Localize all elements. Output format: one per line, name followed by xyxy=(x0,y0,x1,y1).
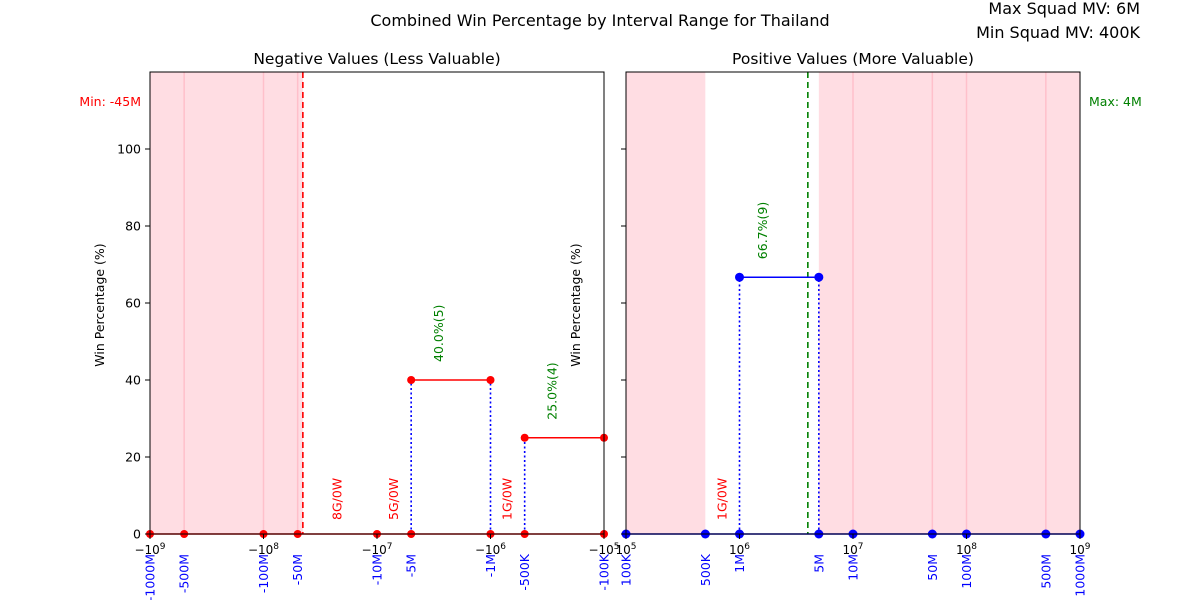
games-wins-annotation: 8G/0W xyxy=(329,478,344,520)
games-wins-annotation: 5G/0W xyxy=(386,478,401,520)
interval-label: -500M xyxy=(177,554,192,593)
interval-label: -50M xyxy=(290,554,305,585)
win-percentage-annotation: 66.7%(9) xyxy=(755,202,770,259)
y-tick-label: 20 xyxy=(125,450,141,465)
data-point xyxy=(735,272,744,282)
shaded-out-of-range-region xyxy=(818,72,1080,534)
max-squad-mv-label: Max Squad MV: 6M xyxy=(988,0,1140,18)
panel-title: Positive Values (More Valuable) xyxy=(732,50,974,68)
y-axis-label: Win Percentage (%) xyxy=(92,243,107,366)
reference-line-label: Max: 4M xyxy=(1089,94,1142,109)
interval-label: -100K xyxy=(597,553,612,590)
interval-label: 100K xyxy=(619,553,634,586)
games-wins-annotation: 1G/0W xyxy=(500,478,515,520)
interval-label: 1M xyxy=(732,554,747,573)
y-tick-label: 0 xyxy=(133,527,141,542)
x-tick-label: −108 xyxy=(248,542,279,557)
interval-label: -500K xyxy=(517,553,532,590)
shaded-out-of-range-region xyxy=(150,72,303,534)
y-tick-label: 40 xyxy=(125,373,141,388)
panel-title: Negative Values (Less Valuable) xyxy=(253,50,500,68)
interval-label: -100M xyxy=(256,554,271,593)
x-tick-label: −107 xyxy=(361,542,392,557)
min-squad-mv-label: Min Squad MV: 400K xyxy=(976,23,1140,42)
y-tick-label: 100 xyxy=(117,142,141,157)
negative-values-panel: Min: -45M 40.0%(5) 25.0%(4) 8G/0W 5G/0W 1G/0W… xyxy=(79,50,619,600)
data-point xyxy=(407,376,416,384)
interval-label: -1000M xyxy=(143,554,158,600)
interval-label: 1000M xyxy=(1073,554,1088,597)
y-axis-label: Win Percentage (%) xyxy=(568,243,583,366)
win-percentage-annotation: 25.0%(4) xyxy=(545,362,560,419)
interval-label: 5M xyxy=(811,554,826,573)
win-percentage-annotation: 40.0%(5) xyxy=(431,305,446,362)
x-tick-label: −105 xyxy=(588,542,619,557)
x-tick-label: −106 xyxy=(475,542,506,557)
data-point xyxy=(486,376,495,384)
interval-label: 10M xyxy=(846,554,861,581)
shaded-out-of-range-region xyxy=(626,72,706,534)
interval-label: -5M xyxy=(404,554,419,577)
data-point xyxy=(520,433,529,442)
interval-label: -10M xyxy=(370,554,385,585)
games-wins-annotation: 1G/0W xyxy=(714,478,729,520)
interval-label: 100M xyxy=(959,554,974,589)
data-point xyxy=(814,272,824,282)
y-tick-label: 60 xyxy=(125,296,141,311)
interval-label: 50M xyxy=(925,554,940,581)
y-tick-label: 80 xyxy=(125,219,141,234)
reference-line-label: Min: -45M xyxy=(79,94,141,109)
interval-label: -1M xyxy=(483,554,498,577)
interval-label: 500M xyxy=(1038,554,1053,589)
positive-values-panel: Max: 4M 66.7%(9) 1G/0W Positive Values (Mor… xyxy=(568,50,1142,597)
interval-label: 500K xyxy=(698,553,713,586)
chart-suptitle: Combined Win Percentage by Interval Rang… xyxy=(370,11,829,30)
x-tick-label: −109 xyxy=(134,542,165,557)
